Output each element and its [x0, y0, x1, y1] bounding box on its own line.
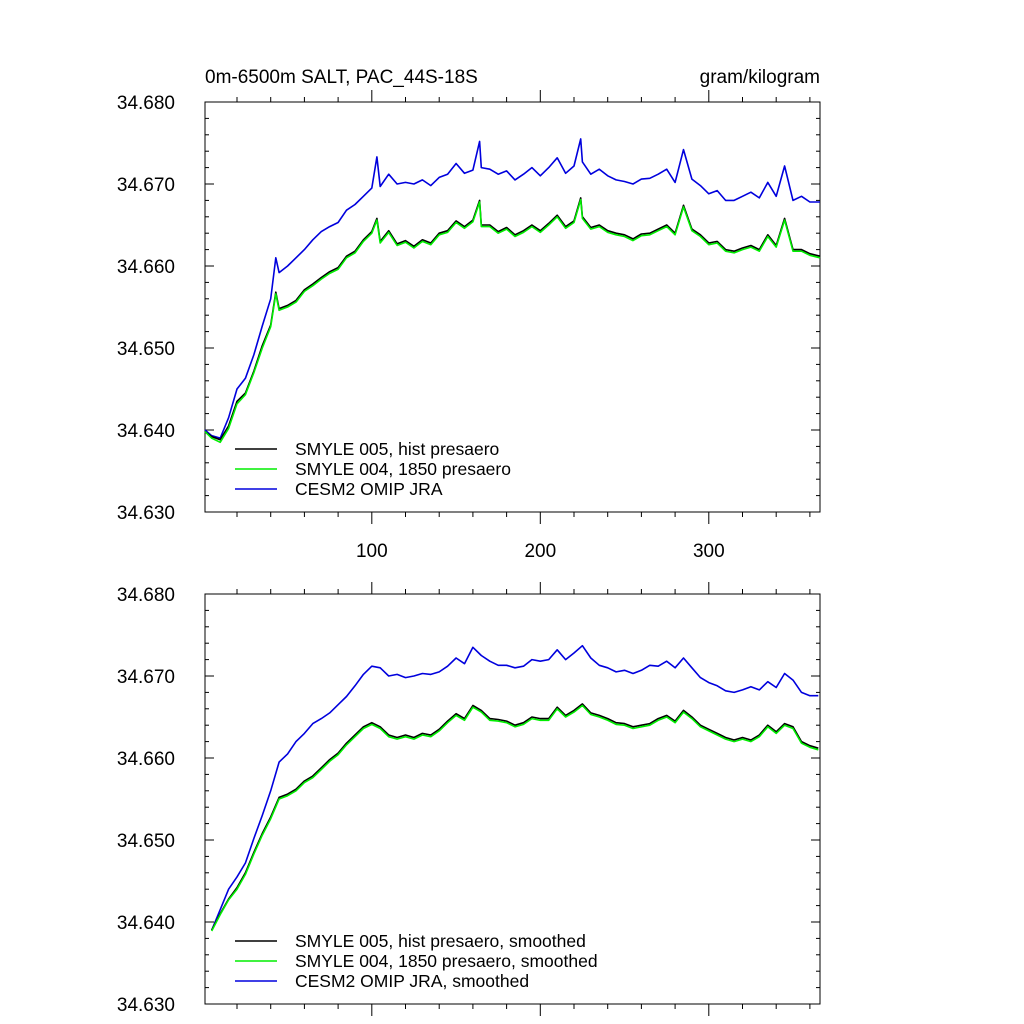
y-tick-label: 34.640	[117, 421, 175, 442]
y-tick-label: 34.650	[117, 339, 175, 360]
panel-units-label: gram/kilogram	[700, 67, 820, 88]
y-tick-label: 34.650	[117, 831, 175, 852]
y-tick-label: 34.680	[117, 93, 175, 114]
y-tick-label: 34.660	[117, 257, 175, 278]
y-tick-label: 34.640	[117, 913, 175, 934]
legend-label: SMYLE 005, hist presaero, smoothed	[295, 931, 586, 951]
x-tick-label: 300	[693, 541, 725, 562]
legend-label: SMYLE 005, hist presaero	[295, 439, 499, 459]
upper-panel: 0m-6500m SALT, PAC_44S-18S gram/kilogram…	[117, 67, 821, 562]
legend-label: CESM2 OMIP JRA, smoothed	[295, 971, 529, 991]
series-line-smyle005	[204, 197, 821, 441]
y-tick-label: 34.630	[117, 503, 175, 524]
plot-frame	[204, 101, 821, 513]
y-tick-label: 34.630	[117, 995, 175, 1016]
series-line-smyle004	[210, 704, 819, 932]
legend-label: SMYLE 004, 1850 presaero	[295, 459, 511, 479]
y-tick-label: 34.670	[117, 667, 175, 688]
lower-panel: 34.630 34.640 34.650 34.660 34.670 34.680 SMYL…	[117, 582, 821, 1016]
series-line-smyle004	[204, 198, 821, 444]
y-tick-label: 34.680	[117, 585, 175, 606]
x-tick-label: 100	[356, 541, 388, 562]
plot-frame	[204, 593, 821, 1005]
legend-label: SMYLE 004, 1850 presaero, smoothed	[295, 951, 598, 971]
series-line-smyle005	[210, 703, 819, 931]
x-tick-label: 200	[524, 541, 556, 562]
series-line-cesm2-omip	[210, 644, 819, 931]
y-tick-label: 34.670	[117, 175, 175, 196]
series-line-cesm2-omip	[204, 138, 820, 440]
y-tick-label: 34.660	[117, 749, 175, 770]
panel-title-left: 0m-6500m SALT, PAC_44S-18S	[205, 67, 478, 88]
legend-label: CESM2 OMIP JRA	[295, 479, 443, 499]
